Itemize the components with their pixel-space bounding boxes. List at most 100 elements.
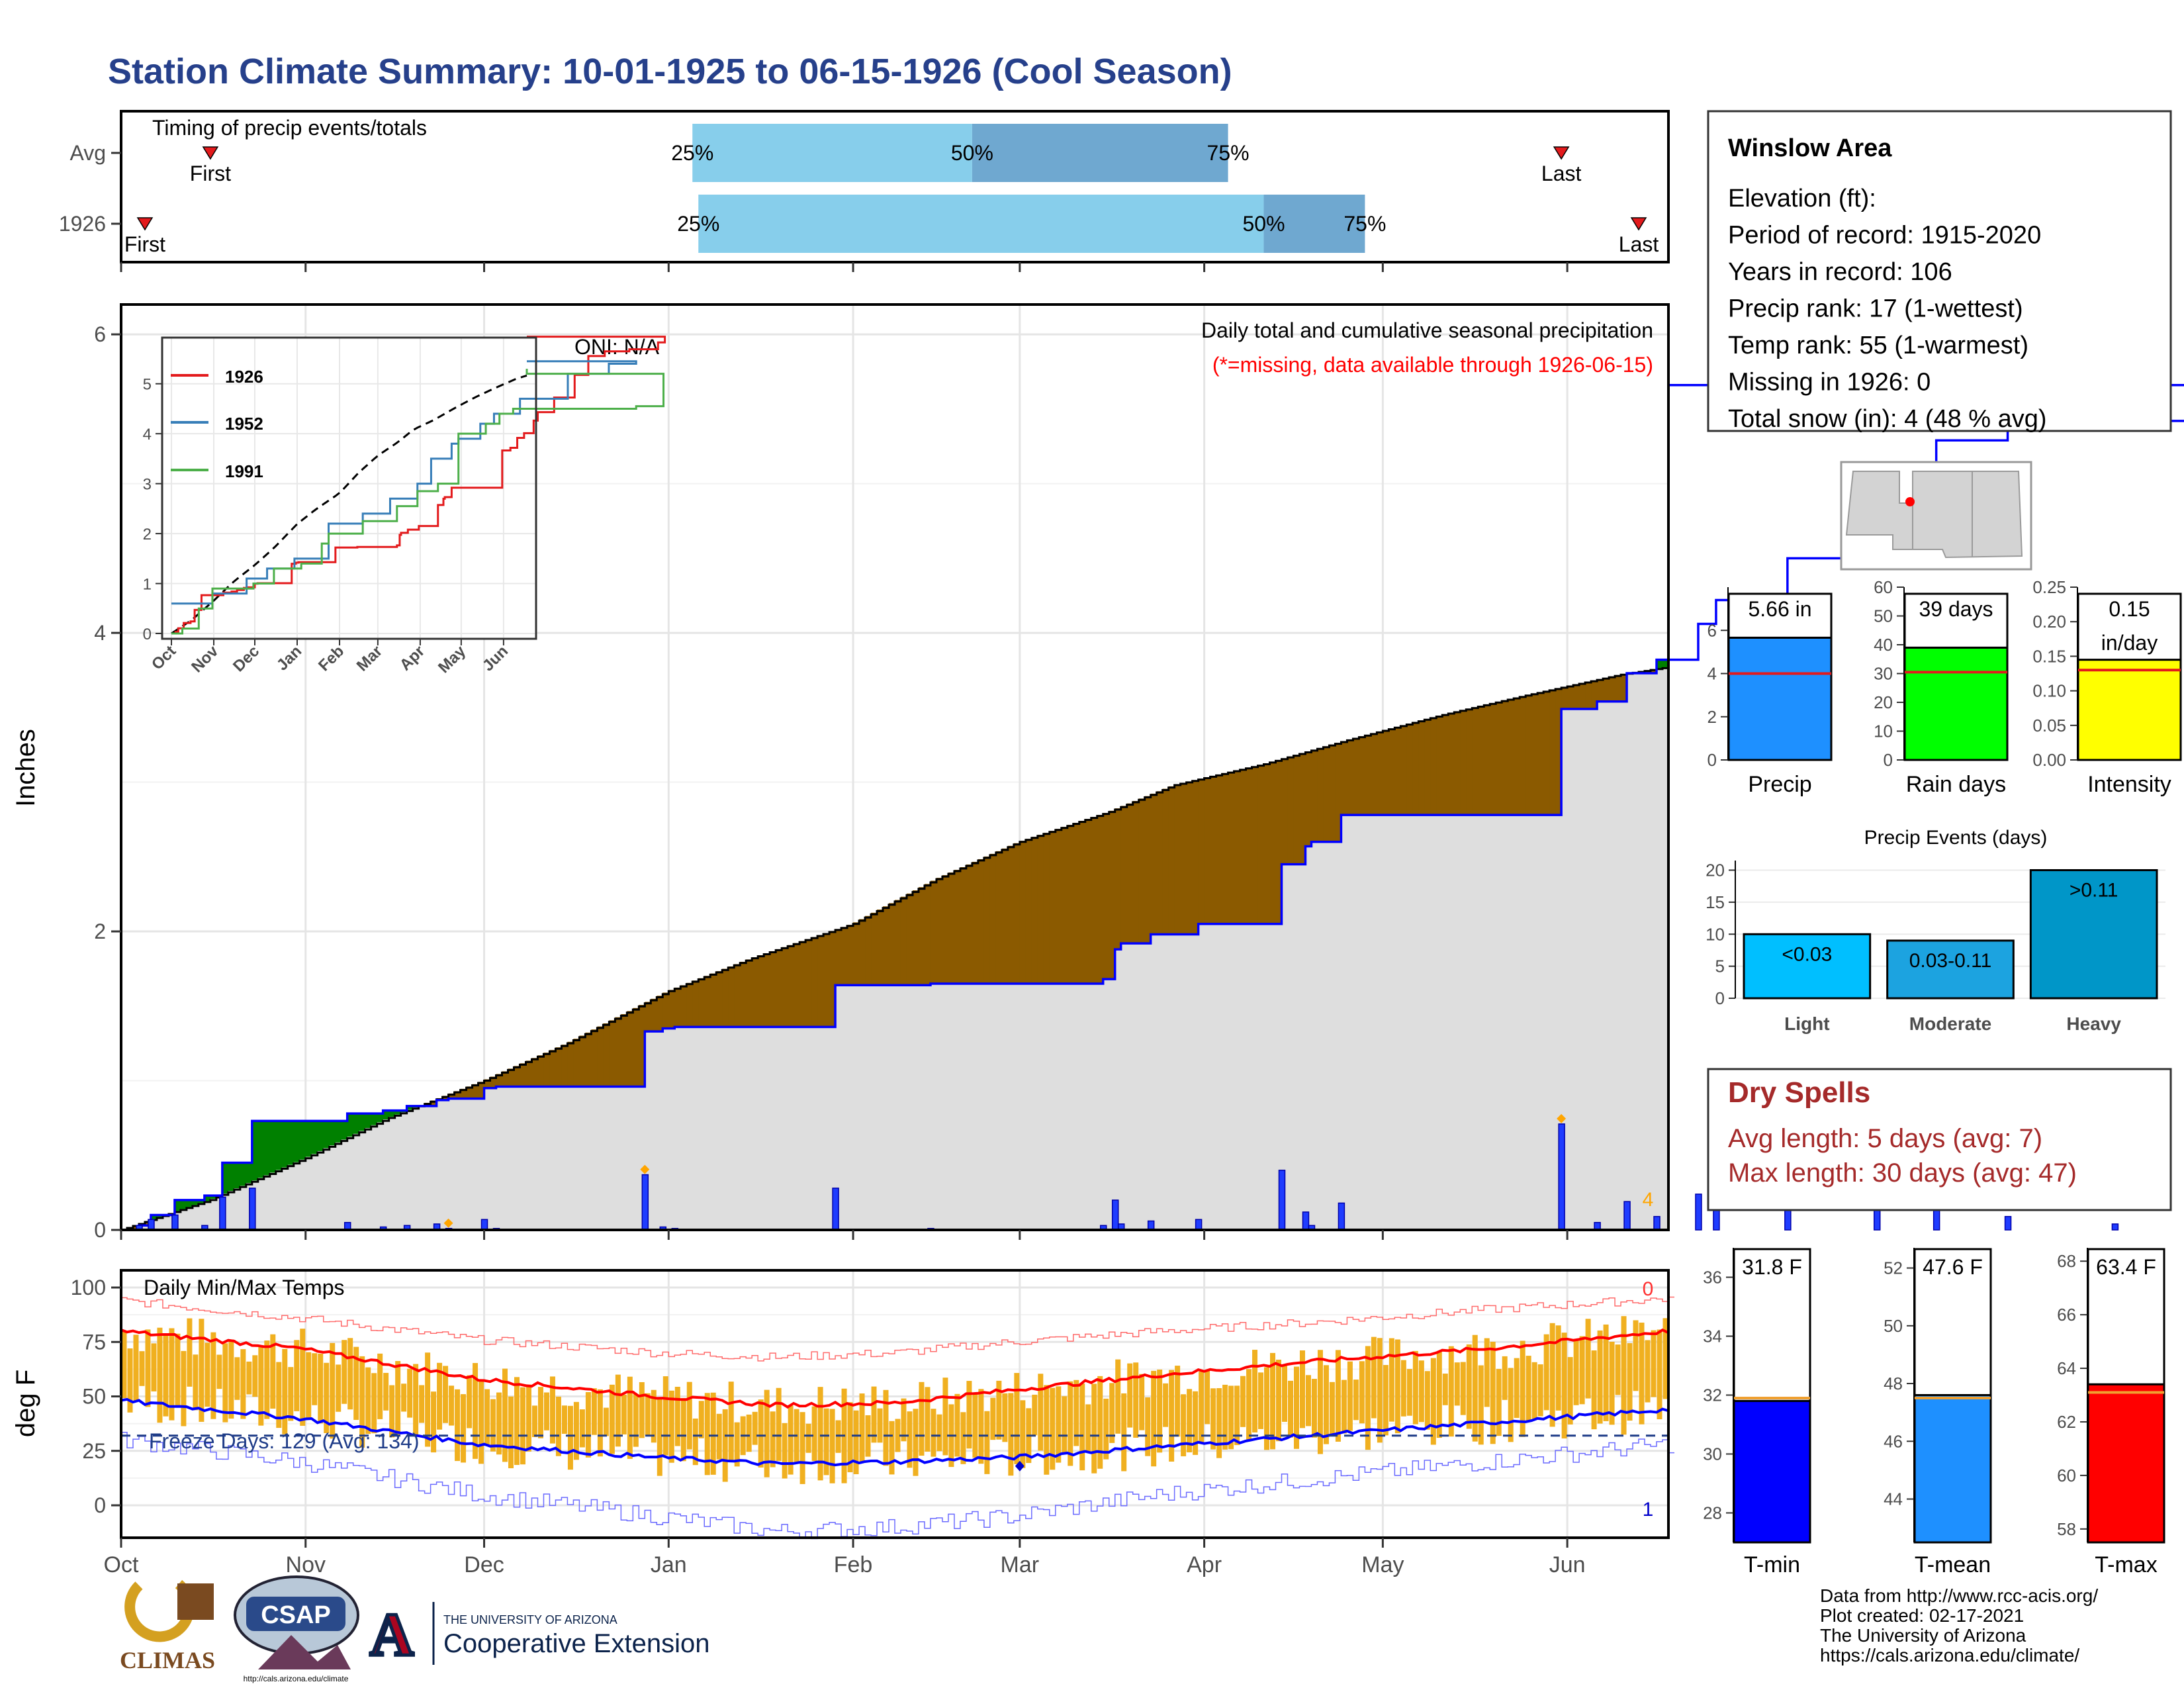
cumulative-normal-fill <box>1126 943 1134 1230</box>
daily-precip-bar <box>2004 1215 2012 1231</box>
daily-temp-bar <box>1246 1369 1252 1440</box>
daily-temp-bar <box>1371 1336 1377 1419</box>
cumulative-below-fill <box>627 1011 633 1087</box>
cumulative-above-fill <box>341 1121 348 1140</box>
inset-y-tick-label: 1 <box>143 576 152 594</box>
cumulative-below-fill <box>1126 803 1134 944</box>
daily-temp-bar <box>680 1397 686 1462</box>
daily-temp-bar <box>306 1352 312 1419</box>
cumulative-normal-fill <box>1514 815 1520 1230</box>
daily-temp-bar <box>514 1377 520 1466</box>
daily-temp-bar <box>1460 1362 1466 1415</box>
daily-temp-bar <box>1139 1374 1145 1430</box>
cumulative-below-fill <box>1013 843 1021 984</box>
cumulative-above-fill <box>317 1121 324 1151</box>
daily-temp-bar <box>1603 1324 1609 1421</box>
cumulative-normal-fill <box>1537 815 1544 1230</box>
cumulative-below-fill <box>1073 823 1080 984</box>
cumulative-below-fill <box>859 919 866 986</box>
cumulative-below-fill <box>609 1020 615 1087</box>
cumulative-normal-fill <box>305 1156 312 1230</box>
cumulative-below-fill <box>1436 716 1443 816</box>
cumulative-normal-fill <box>835 985 842 1230</box>
inset-y-tick-label: 4 <box>143 426 152 444</box>
station-location-marker <box>1905 497 1915 506</box>
daily-temp-bar <box>520 1387 525 1465</box>
daily-temp-bar <box>1621 1316 1627 1435</box>
temp-mini-label-box <box>2087 1248 2165 1385</box>
cumulative-below-fill <box>1234 770 1241 924</box>
record-min-count: 1 <box>1643 1499 1654 1521</box>
cumulative-normal-fill <box>490 1088 497 1230</box>
daily-temp-bar <box>347 1338 353 1410</box>
daily-temp-bar <box>175 1333 181 1407</box>
csap-badge-icon <box>246 1597 345 1631</box>
cumulative-above-fill <box>371 1113 378 1125</box>
daily-temp-bar <box>984 1411 990 1474</box>
mini-bar-y-tick-label: 4 <box>1707 664 1717 684</box>
cumulative-normal-fill <box>1305 846 1312 1230</box>
daily-temp-bar <box>1573 1340 1579 1405</box>
precip-y-axis: 0 2 4 6 <box>94 322 121 1242</box>
state-outline-icon <box>1845 471 2023 559</box>
daily-temp-bar <box>1591 1350 1597 1430</box>
cumulative-above-fill <box>299 1121 306 1160</box>
cumulative-below-fill <box>704 976 711 1027</box>
cumulative-normal-fill <box>1436 815 1443 1230</box>
credit-line-4: https://cals.arizona.edu/climate/ <box>1820 1645 2079 1665</box>
cumulative-above-fill <box>305 1121 312 1157</box>
daily-temp-bar <box>901 1398 907 1442</box>
daily-temp-bar <box>639 1382 645 1438</box>
cumulative-below-fill <box>1567 685 1574 710</box>
daily-temp-bar <box>1555 1325 1561 1411</box>
cumulative-below-fill <box>1531 693 1538 816</box>
cumulative-below-fill <box>1257 765 1265 924</box>
cumulative-below-fill <box>865 915 872 986</box>
cumulative-below-fill <box>978 859 985 984</box>
daily-temp-bar <box>931 1409 936 1457</box>
cumulative-normal-fill <box>1341 815 1347 1230</box>
daily-temp-bar <box>199 1319 205 1422</box>
cumulative-below-fill <box>1293 755 1300 865</box>
daily-temp-bar <box>276 1362 282 1429</box>
cumulative-below-fill <box>1341 741 1347 816</box>
record-max-line <box>121 1296 1674 1362</box>
cumulative-normal-fill <box>1377 815 1383 1230</box>
cumulative-normal-fill <box>627 1086 633 1230</box>
cumulative-normal-fill <box>442 1100 449 1230</box>
cumulative-below-fill <box>621 1014 627 1087</box>
cumulative-normal-fill <box>639 1086 645 1230</box>
daily-temp-bar <box>1163 1383 1169 1427</box>
daily-temp-bar <box>633 1394 639 1447</box>
cumulative-normal-fill <box>418 1105 426 1230</box>
x-tick-label: May <box>1361 1552 1404 1577</box>
cumulative-normal-fill <box>1043 983 1050 1230</box>
daily-temp-bar <box>1258 1372 1264 1429</box>
daily-temp-bar <box>228 1339 234 1419</box>
cumulative-normal-fill <box>1543 815 1550 1230</box>
mini-bar-value-unit: in/day <box>2101 631 2158 655</box>
daily-temp-bar <box>1157 1369 1163 1453</box>
daily-temp-bar <box>121 1331 127 1399</box>
cumulative-below-fill <box>1251 766 1259 924</box>
daily-temp-bar <box>609 1384 615 1454</box>
cumulative-normal-fill <box>1651 673 1657 1230</box>
cumulative-normal-fill <box>1573 709 1580 1230</box>
daily-temp-bar <box>353 1346 359 1421</box>
temp-mini-y-tick-label: 46 <box>1884 1431 1903 1451</box>
cumulative-normal-fill <box>865 985 872 1230</box>
cumulative-normal-fill <box>704 1027 711 1230</box>
events-y-tick-label: 5 <box>1715 957 1725 976</box>
cumulative-normal-fill <box>823 1027 830 1230</box>
cumulative-normal-fill <box>394 1114 402 1230</box>
cumulative-below-fill <box>734 964 741 1027</box>
cumulative-normal-fill <box>1496 815 1502 1230</box>
cumulative-below-fill <box>1371 733 1377 816</box>
daily-temp-bar <box>431 1391 437 1453</box>
cumulative-below-fill <box>549 1050 556 1087</box>
daily-temp-bar <box>1216 1388 1222 1458</box>
timing-marker-icon <box>1630 217 1647 231</box>
timing-marker-icon <box>136 217 154 231</box>
cumulative-below-fill <box>472 1084 479 1099</box>
cumulative-normal-fill <box>335 1142 342 1230</box>
